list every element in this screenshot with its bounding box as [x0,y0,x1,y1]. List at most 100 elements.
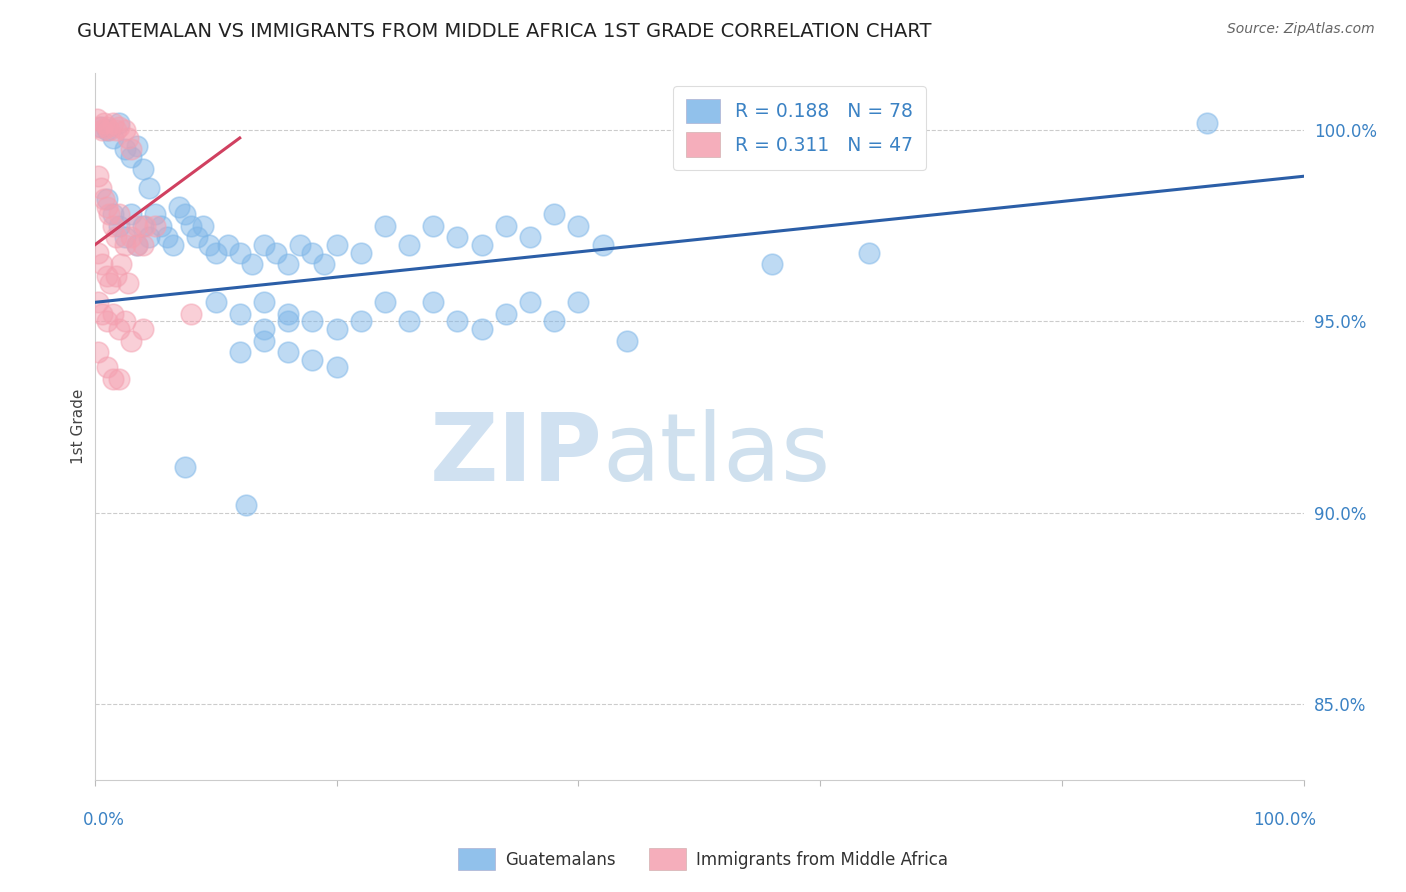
Point [90,307,112,321]
Point [1197,116,1219,130]
Point [114,314,136,328]
Point [132,322,155,336]
Point [114,238,136,252]
Point [471,238,494,252]
Point [125,219,148,233]
Point [120,207,142,221]
Point [98,277,121,291]
Point [89,120,111,134]
Point [125,238,148,252]
Text: atlas: atlas [603,409,831,501]
Point [253,238,276,252]
Point [446,230,468,244]
Point [96,268,118,283]
Point [253,322,276,336]
Point [162,238,184,252]
Point [193,219,215,233]
Point [96,360,118,375]
Legend: R = 0.188   N = 78, R = 0.311   N = 47: R = 0.188 N = 78, R = 0.311 N = 47 [673,86,927,169]
Point [314,257,336,271]
Point [143,207,166,221]
Point [107,116,129,130]
Point [277,307,299,321]
Point [446,314,468,328]
Point [592,238,614,252]
Point [98,207,121,221]
Point [90,123,112,137]
Point [101,131,124,145]
Point [240,257,263,271]
Point [132,219,155,233]
Point [301,245,323,260]
Point [198,238,221,252]
Point [90,257,112,271]
Point [86,112,108,126]
Point [471,322,494,336]
Point [143,219,166,233]
Point [325,360,347,375]
Point [543,207,565,221]
Text: GUATEMALAN VS IMMIGRANTS FROM MIDDLE AFRICA 1ST GRADE CORRELATION CHART: GUATEMALAN VS IMMIGRANTS FROM MIDDLE AFR… [77,22,932,41]
Point [301,352,323,367]
Point [90,120,112,134]
Point [120,230,142,244]
Point [90,180,112,194]
Point [374,295,396,310]
Point [167,200,190,214]
Point [107,372,129,386]
Legend: Guatemalans, Immigrants from Middle Africa: Guatemalans, Immigrants from Middle Afri… [451,842,955,877]
Point [519,230,541,244]
Point [138,180,160,194]
Point [229,307,252,321]
Text: 100.0%: 100.0% [1253,811,1316,829]
Point [105,123,128,137]
Point [325,322,347,336]
Point [101,116,124,130]
Point [101,219,124,233]
Point [107,120,129,134]
Point [301,314,323,328]
Point [350,245,373,260]
Point [120,143,142,157]
Point [114,230,136,244]
Point [117,131,139,145]
Point [107,207,129,221]
Point [93,116,115,130]
Point [422,295,444,310]
Point [186,230,208,244]
Point [350,314,373,328]
Point [96,120,118,134]
Point [150,219,173,233]
Point [117,277,139,291]
Point [253,295,276,310]
Point [105,268,128,283]
Point [374,219,396,233]
Point [174,207,197,221]
Point [101,372,124,386]
Point [87,295,110,310]
Point [567,295,589,310]
Point [858,245,880,260]
Point [422,219,444,233]
Point [110,257,132,271]
Point [180,307,202,321]
Point [761,257,783,271]
Point [96,200,118,214]
Point [519,295,541,310]
Point [264,245,287,260]
Point [495,219,517,233]
Point [125,238,148,252]
Point [616,334,638,348]
Point [229,245,252,260]
Point [290,238,312,252]
Y-axis label: 1st Grade: 1st Grade [72,389,86,465]
Point [543,314,565,328]
Point [134,219,156,233]
Point [253,334,276,348]
Point [98,123,121,137]
Point [217,238,239,252]
Point [96,123,118,137]
Point [93,192,115,206]
Point [204,295,226,310]
Point [156,230,179,244]
